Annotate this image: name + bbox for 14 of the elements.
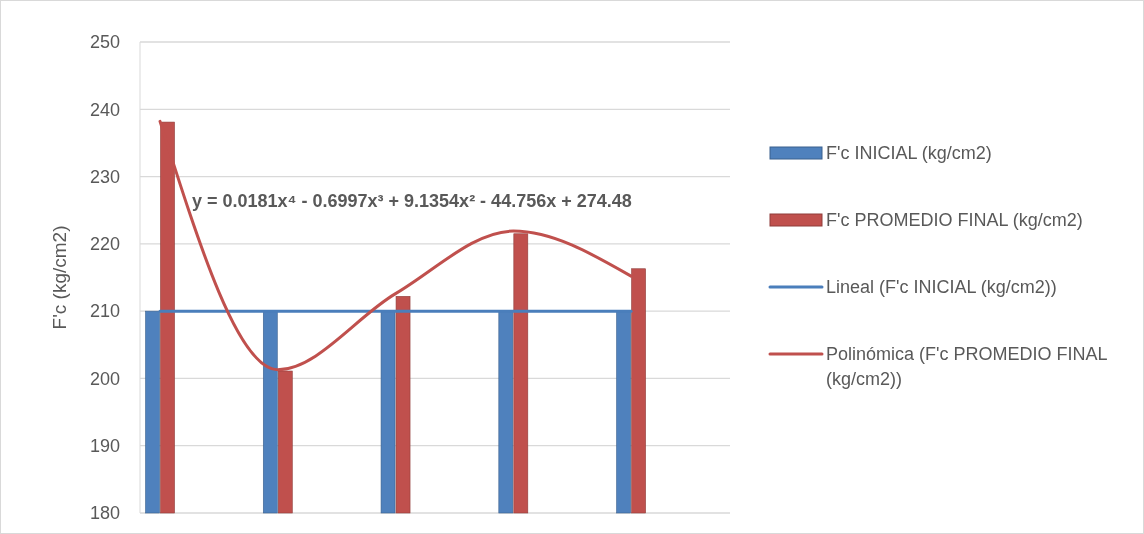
legend-label: F'c PROMEDIO FINAL (kg/cm2) [826, 210, 1083, 230]
y-tick-label: 200 [89, 368, 120, 389]
y-tick-label: 250 [89, 32, 120, 53]
y-axis-title: F'c (kg/cm2) [49, 225, 70, 330]
legend-label: Polinómica (F'c PROMEDIO FINAL (kg/cm2)) [826, 344, 1108, 389]
y-tick-label: 180 [89, 503, 120, 524]
y-tick-label: 230 [89, 166, 120, 187]
legend-label: F'c INICIAL (kg/cm2) [826, 143, 992, 163]
legend-label: Lineal (F'c INICIAL (kg/cm2)) [826, 277, 1057, 297]
y-tick-label: 190 [89, 436, 120, 457]
y-tick-label: 210 [89, 301, 120, 322]
annotation: y = 0.0181x⁴ - 0.6997x³ + 9.1354x² - 44.756x + 274.48 [192, 191, 632, 211]
y-tick-label: 240 [89, 99, 120, 120]
y-tick-label: 220 [89, 234, 120, 255]
